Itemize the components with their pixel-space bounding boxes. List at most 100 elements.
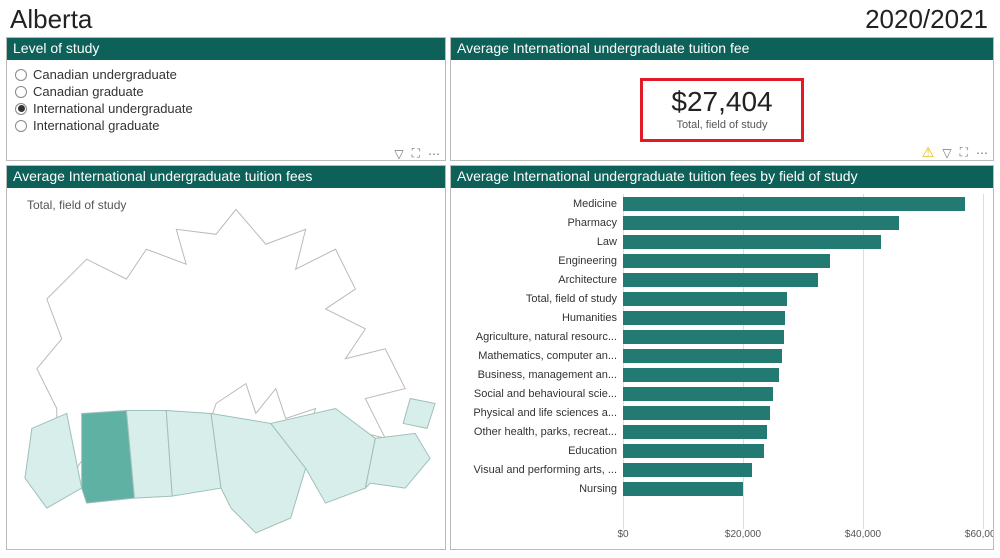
page-year: 2020/2021 — [865, 4, 988, 35]
panel-barchart: Average International undergraduate tuit… — [450, 165, 994, 550]
panel-header-barchart: Average International undergraduate tuit… — [451, 166, 993, 188]
bar-fill — [623, 292, 787, 306]
bar-fill — [623, 387, 773, 401]
radio-label: International graduate — [33, 118, 159, 133]
bar-fill — [623, 406, 770, 420]
kpi-value: $27,404 — [671, 87, 772, 118]
panel-header-map: Average International undergraduate tuit… — [7, 166, 445, 188]
bar-category-label: Social and behavioural scie... — [455, 388, 623, 400]
bar-fill — [623, 425, 767, 439]
bar-row[interactable]: Other health, parks, recreat... — [455, 422, 983, 441]
bar-fill — [623, 463, 752, 477]
bar-track — [623, 368, 983, 382]
bar-category-label: Education — [455, 445, 623, 457]
warning-icon[interactable]: ⚠ — [921, 144, 936, 160]
bar-row[interactable]: Law — [455, 232, 983, 251]
bar-track — [623, 425, 983, 439]
bar-category-label: Business, management an... — [455, 369, 623, 381]
bar-fill — [623, 330, 784, 344]
bar-row[interactable]: Engineering — [455, 251, 983, 270]
xaxis-tick: $0 — [617, 529, 628, 540]
map-region-alberta[interactable] — [82, 410, 135, 503]
kpi-box: $27,404 Total, field of study — [640, 78, 803, 143]
map-region-sask[interactable] — [126, 410, 172, 498]
more-options-icon[interactable]: ⋯ — [427, 147, 441, 161]
radio-icon — [15, 120, 27, 132]
bar-fill — [623, 311, 785, 325]
bar-fill — [623, 197, 965, 211]
page-title: Alberta — [10, 4, 92, 35]
bar-row[interactable]: Mathematics, computer an... — [455, 346, 983, 365]
bar-fill — [623, 254, 830, 268]
radio-intl-undergrad[interactable]: International undergraduate — [15, 100, 437, 117]
panel-map: Average International undergraduate tuit… — [6, 165, 446, 550]
radio-label: International undergraduate — [33, 101, 193, 116]
bar-category-label: Total, field of study — [455, 293, 623, 305]
panel-header-level-of-study: Level of study — [7, 38, 445, 60]
bar-category-label: Physical and life sciences a... — [455, 407, 623, 419]
focus-mode-icon[interactable]: ⛶ — [959, 145, 969, 160]
bar-track — [623, 330, 983, 344]
bar-row[interactable]: Medicine — [455, 194, 983, 213]
bar-track — [623, 311, 983, 325]
barchart-bars: Medicine Pharmacy Law Engineering Architectu… — [455, 194, 983, 529]
map-region-nfld[interactable] — [403, 399, 435, 429]
panel-level-of-study: Level of study Canadian undergraduate Can… — [6, 37, 446, 161]
bar-row[interactable]: Agriculture, natural resourc... — [455, 327, 983, 346]
bar-category-label: Other health, parks, recreat... — [455, 426, 623, 438]
bar-fill — [623, 368, 779, 382]
bar-category-label: Law — [455, 236, 623, 248]
bar-category-label: Architecture — [455, 274, 623, 286]
bar-track — [623, 482, 983, 496]
xaxis-tick: $40,000 — [845, 529, 881, 540]
canada-map[interactable] — [7, 188, 445, 549]
radio-label: Canadian graduate — [33, 84, 144, 99]
filter-icon[interactable]: ▽ — [941, 146, 952, 160]
panel-tools-level-of-study: ▽ ⛶ ⋯ — [393, 146, 441, 160]
map-region-bc[interactable] — [25, 413, 82, 508]
panel-header-kpi: Average International undergraduate tuit… — [451, 38, 993, 60]
bar-track — [623, 463, 983, 477]
bar-row[interactable]: Humanities — [455, 308, 983, 327]
bar-fill — [623, 444, 764, 458]
radio-icon — [15, 103, 27, 115]
bar-row[interactable]: Physical and life sciences a... — [455, 403, 983, 422]
bar-row[interactable]: Social and behavioural scie... — [455, 384, 983, 403]
radio-can-grad[interactable]: Canadian graduate — [15, 83, 437, 100]
bar-row[interactable]: Business, management an... — [455, 365, 983, 384]
bar-row[interactable]: Architecture — [455, 270, 983, 289]
bar-track — [623, 406, 983, 420]
more-options-icon[interactable]: ⋯ — [975, 146, 989, 160]
focus-mode-icon[interactable]: ⛶ — [411, 146, 421, 160]
bar-category-label: Medicine — [455, 198, 623, 210]
bar-category-label: Nursing — [455, 483, 623, 495]
radio-intl-grad[interactable]: International graduate — [15, 117, 437, 134]
bar-row[interactable]: Pharmacy — [455, 213, 983, 232]
bar-fill — [623, 273, 818, 287]
bar-row[interactable]: Nursing — [455, 479, 983, 498]
panel-tools-kpi: ⚠ ▽ ⛶ ⋯ — [921, 144, 989, 160]
bar-track — [623, 235, 983, 249]
bar-category-label: Visual and performing arts, ... — [455, 464, 623, 476]
bar-row[interactable]: Total, field of study — [455, 289, 983, 308]
bar-row[interactable]: Education — [455, 441, 983, 460]
kpi-wrap: $27,404 Total, field of study — [451, 60, 993, 160]
bar-fill — [623, 235, 881, 249]
bar-category-label: Pharmacy — [455, 217, 623, 229]
bar-track — [623, 349, 983, 363]
radio-label: Canadian undergraduate — [33, 67, 177, 82]
radio-can-undergrad[interactable]: Canadian undergraduate — [15, 66, 437, 83]
bar-track — [623, 444, 983, 458]
bar-category-label: Mathematics, computer an... — [455, 350, 623, 362]
bar-track — [623, 254, 983, 268]
filter-icon[interactable]: ▽ — [393, 147, 404, 161]
bar-category-label: Engineering — [455, 255, 623, 267]
map-region-atlantic[interactable] — [365, 433, 430, 488]
bar-fill — [623, 349, 782, 363]
bar-row[interactable]: Visual and performing arts, ... — [455, 460, 983, 479]
radio-icon — [15, 69, 27, 81]
barchart[interactable]: Medicine Pharmacy Law Engineering Architectu… — [451, 188, 993, 549]
panel-kpi: Average International undergraduate tuit… — [450, 37, 994, 161]
bar-track — [623, 273, 983, 287]
bar-track — [623, 216, 983, 230]
